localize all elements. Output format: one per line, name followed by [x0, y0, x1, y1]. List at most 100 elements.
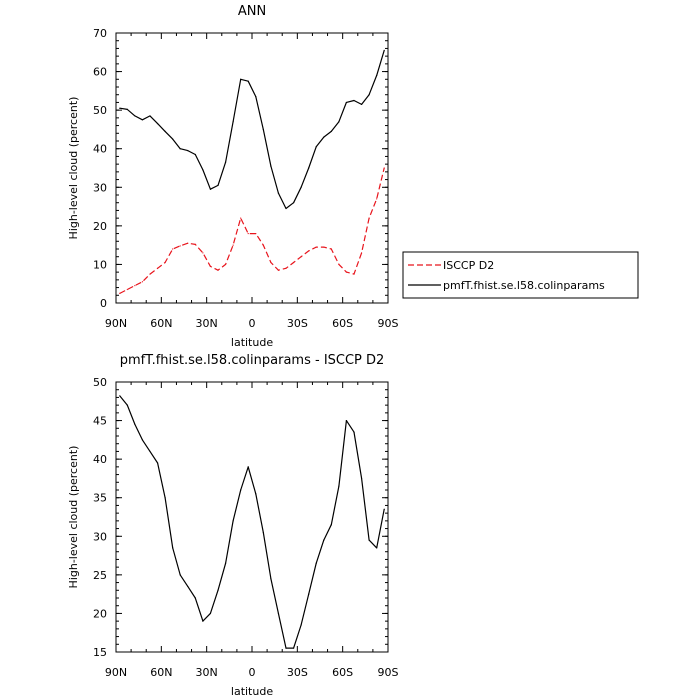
data-point-1-1 — [353, 273, 355, 275]
data-point-2-1 — [323, 539, 325, 541]
data-point-2-1 — [149, 450, 151, 453]
data-point-2-1 — [156, 462, 159, 464]
y-tick-label: 50 — [93, 104, 107, 117]
data-point-2-1 — [360, 477, 363, 480]
data-point-1-2 — [209, 188, 212, 190]
data-point-2-1 — [270, 578, 272, 580]
data-point-1-1 — [149, 273, 151, 275]
y-axis-label-1: High-level cloud (percent) — [67, 97, 80, 240]
x-tick-label: 90S — [378, 317, 399, 330]
data-point-1-1 — [119, 292, 121, 294]
data-point-1-2 — [368, 94, 370, 96]
data-point-1-2 — [292, 202, 295, 204]
data-point-2-1 — [202, 620, 204, 622]
data-point-1-2 — [240, 78, 242, 80]
data-point-2-1 — [330, 524, 332, 526]
data-point-1-2 — [141, 119, 144, 121]
data-point-1-2 — [383, 49, 385, 51]
data-point-2-1 — [164, 497, 166, 499]
data-point-2-1 — [383, 508, 385, 510]
data-point-2-1 — [345, 419, 348, 422]
data-point-2-1 — [300, 624, 302, 626]
data-point-2-1 — [134, 423, 136, 426]
data-point-2-1 — [179, 574, 181, 576]
data-point-1-2 — [164, 130, 166, 132]
y-tick-label: 30 — [93, 181, 107, 194]
y-tick-label: 10 — [93, 258, 107, 271]
chart-title-2: pmfT.fhist.se.l58.colinparams - ISCCP D2 — [120, 353, 385, 368]
data-point-1-2 — [149, 115, 151, 117]
x-axis-label-1: latitude — [231, 336, 273, 349]
data-point-2-1 — [141, 439, 144, 441]
data-point-2-1 — [217, 589, 219, 591]
y-tick-label: 70 — [93, 27, 107, 40]
data-point-1-1 — [285, 267, 287, 269]
data-point-1-1 — [202, 252, 204, 254]
data-point-1-1 — [240, 217, 242, 219]
data-point-1-1 — [141, 281, 144, 283]
data-point-1-1 — [300, 256, 302, 258]
y-tick-label: 25 — [93, 569, 107, 582]
data-point-1-2 — [255, 96, 257, 98]
data-point-2-1 — [187, 585, 189, 588]
x-tick-label: 60S — [332, 666, 353, 679]
data-point-1-2 — [247, 80, 249, 82]
y-tick-label: 0 — [100, 297, 107, 310]
x-tick-label: 90S — [378, 666, 399, 679]
x-axis-label-2: latitude — [231, 685, 273, 698]
data-point-1-1 — [232, 244, 234, 246]
data-point-2-1 — [376, 547, 378, 549]
data-point-1-1 — [194, 243, 196, 245]
data-point-1-2 — [179, 148, 181, 150]
x-tick-label: 0 — [249, 317, 256, 330]
chart-title-1: ANN — [238, 4, 266, 19]
data-point-1-2 — [360, 103, 363, 105]
data-point-1-2 — [217, 184, 219, 186]
data-point-1-2 — [126, 108, 128, 110]
x-tick-label: 30S — [287, 666, 308, 679]
data-point-1-2 — [376, 74, 378, 77]
y-tick-label: 15 — [93, 646, 107, 659]
y-tick-label: 40 — [93, 143, 107, 156]
data-point-1-2 — [172, 138, 174, 140]
data-point-2-1 — [353, 431, 355, 433]
y-tick-label: 45 — [93, 415, 107, 428]
data-point-1-1 — [187, 242, 189, 244]
data-point-1-2 — [270, 165, 272, 167]
y-tick-label: 50 — [93, 376, 107, 389]
data-point-1-2 — [330, 130, 332, 132]
data-point-1-2 — [315, 146, 317, 148]
data-point-1-1 — [368, 217, 370, 219]
data-point-2-1 — [277, 612, 280, 615]
series-line-1-2 — [119, 50, 385, 210]
data-point-1-1 — [209, 265, 212, 267]
data-point-1-2 — [353, 99, 355, 102]
data-point-1-1 — [323, 246, 325, 248]
y-tick-label: 40 — [93, 453, 107, 466]
data-point-1-2 — [323, 136, 325, 138]
plot-frame-1 — [115, 32, 389, 304]
series-line-1-1 — [119, 167, 385, 294]
x-tick-label: 30N — [196, 666, 218, 679]
data-point-1-2 — [262, 128, 264, 131]
data-point-1-1 — [292, 261, 295, 264]
y-tick-label: 20 — [93, 607, 107, 620]
data-point-1-1 — [217, 269, 219, 271]
legend-label: pmfT.fhist.se.l58.colinparams — [443, 279, 605, 292]
x-tick-label: 90N — [105, 666, 127, 679]
data-point-1-1 — [277, 269, 280, 271]
data-point-1-1 — [247, 232, 249, 235]
data-point-2-1 — [240, 489, 242, 491]
data-point-1-1 — [224, 263, 227, 266]
data-point-1-2 — [345, 101, 348, 104]
series-line-2-1 — [119, 395, 385, 649]
data-point-2-1 — [262, 531, 264, 534]
data-point-2-1 — [338, 485, 340, 487]
y-tick-label: 30 — [93, 530, 107, 543]
data-point-1-1 — [179, 245, 181, 247]
data-point-1-1 — [134, 285, 136, 287]
data-point-1-2 — [187, 150, 189, 152]
data-point-2-1 — [285, 647, 287, 649]
y-tick-label: 35 — [93, 492, 107, 505]
